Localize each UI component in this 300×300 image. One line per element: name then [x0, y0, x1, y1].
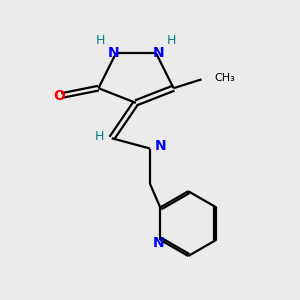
Text: H: H — [96, 34, 106, 47]
Text: CH₃: CH₃ — [214, 73, 235, 83]
Text: H: H — [167, 34, 176, 47]
Text: N: N — [107, 46, 119, 60]
Text: O: O — [53, 88, 65, 103]
Text: N: N — [153, 46, 165, 60]
Text: N: N — [153, 236, 165, 250]
Text: H: H — [95, 130, 104, 143]
Text: N: N — [154, 139, 166, 153]
